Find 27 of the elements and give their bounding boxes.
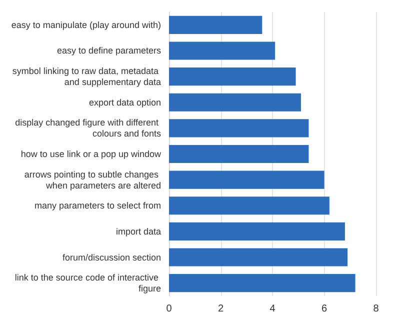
x-tick-label: 0 <box>166 304 172 314</box>
x-tick-label: 4 <box>270 304 276 314</box>
y-tick-label: symbol linking to raw data, metadata and supplementary data <box>12 66 161 88</box>
y-tick-label: link to the source code of interactive figure <box>14 272 161 294</box>
y-tick-label: export data option <box>88 97 161 108</box>
y-tick-label: arrows pointing to subtle changes when parameters are altered <box>24 169 161 190</box>
y-tick-label: easy to manipulate (play around with) <box>11 20 161 30</box>
bar <box>169 68 296 86</box>
bar <box>169 144 309 164</box>
y-tick-label: import data <box>116 226 161 236</box>
y-tick-label: how to use link or a pop up window <box>20 149 162 159</box>
bar <box>169 196 330 215</box>
y-tick-label: easy to define parameters <box>56 46 162 56</box>
y-tick-label: many parameters to select from <box>34 200 161 211</box>
y-tick-label: display changed figure with different colours and fonts <box>15 118 162 139</box>
bar <box>169 248 348 266</box>
bar <box>169 170 324 189</box>
x-tick-label: 6 <box>321 304 328 314</box>
bar <box>169 119 309 138</box>
bar <box>169 222 345 240</box>
y-tick-label: forum/discussion section <box>62 252 161 262</box>
bar <box>169 274 356 292</box>
x-tick-label: 2 <box>218 304 224 314</box>
bar <box>169 93 301 112</box>
x-tick-label: 8 <box>373 304 380 314</box>
bar <box>169 42 276 60</box>
bar <box>169 16 262 34</box>
